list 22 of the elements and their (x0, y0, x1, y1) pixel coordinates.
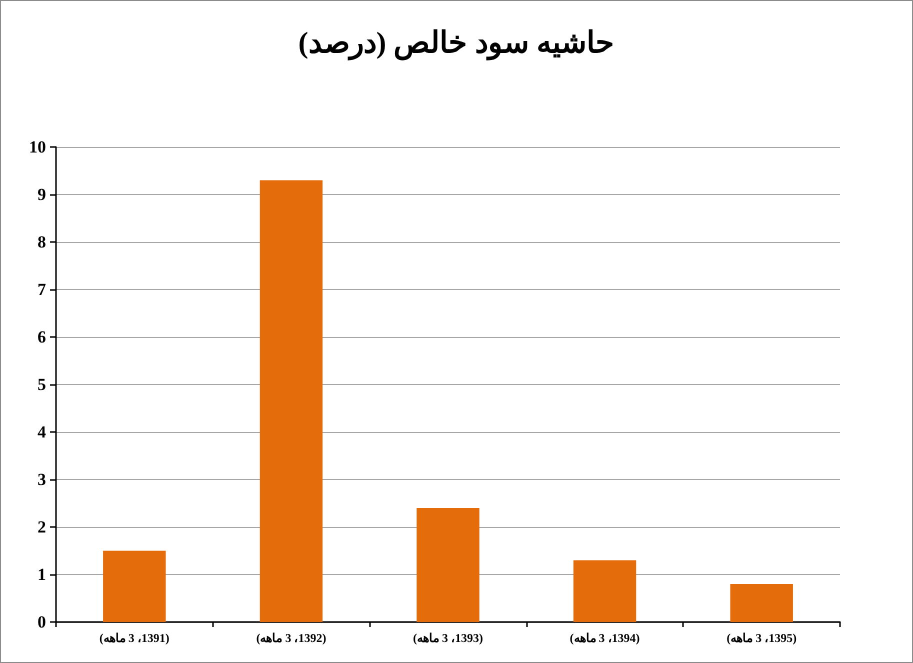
bar (260, 180, 323, 622)
x-tick-label: (1391، 3 ماهه) (99, 631, 170, 645)
y-tick-label: 6 (38, 328, 46, 346)
y-tick-label: 8 (38, 232, 46, 252)
y-tick-label: 3 (38, 470, 46, 489)
x-tick-label: (1392، 3 ماهه) (256, 631, 326, 645)
bar (730, 584, 793, 622)
y-tick-label: 0 (38, 612, 46, 632)
y-tick-label: 9 (38, 185, 46, 204)
x-tick-label: (1393، 3 ماهه) (413, 631, 483, 645)
y-tick-label: 1 (38, 565, 46, 584)
y-tick-label: 4 (38, 422, 46, 442)
x-tick-label: (1395، 3 ماهه) (726, 631, 797, 645)
y-tick-label: 10 (29, 138, 46, 156)
chart-title: حاشیه سود خالص (درصد) (298, 26, 615, 60)
bar (573, 560, 636, 622)
y-tick-label: 5 (38, 375, 46, 394)
y-tick-label: 7 (38, 280, 46, 299)
x-tick-label: (1394، 3 ماهه) (570, 631, 640, 645)
bar (103, 550, 166, 622)
bar (416, 508, 480, 622)
y-tick-label: 2 (38, 518, 46, 536)
